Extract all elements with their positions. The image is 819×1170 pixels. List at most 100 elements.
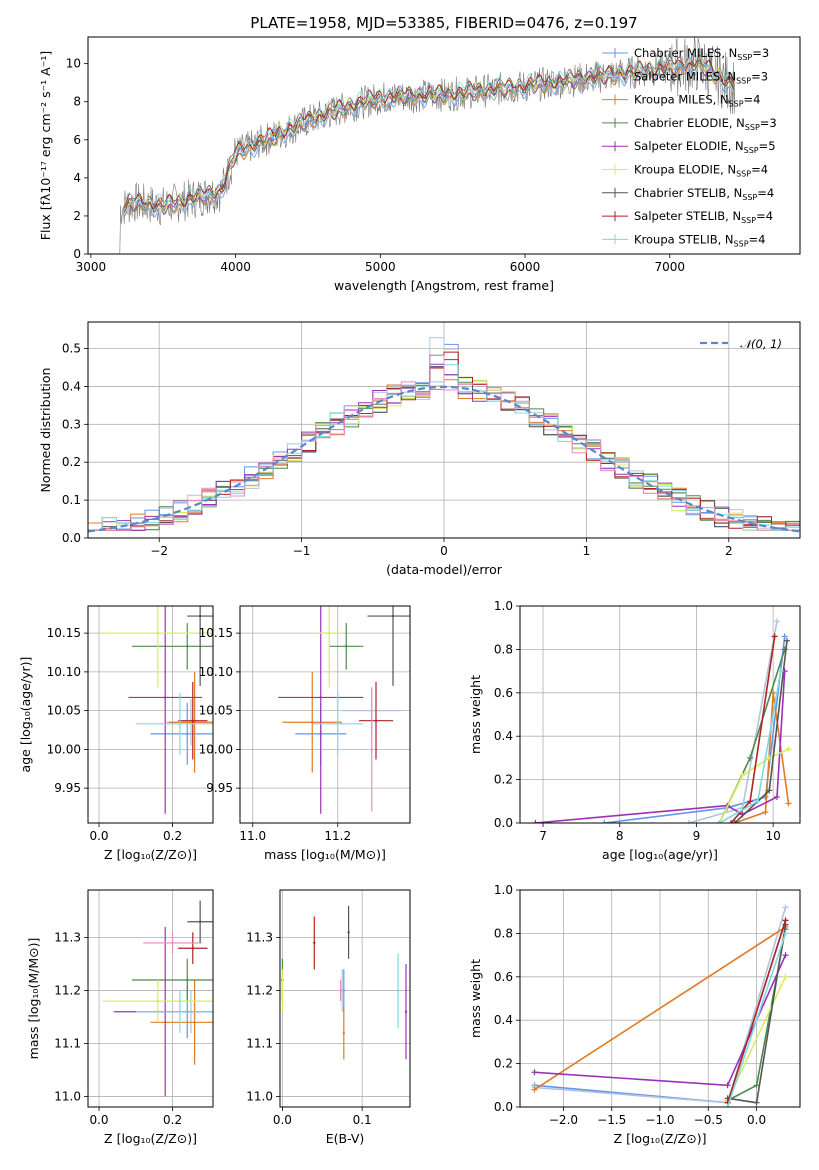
x-tick-label: 10: [766, 829, 781, 843]
legend-entry: Kroupa MILES, NSSP=4: [634, 93, 760, 109]
weight-marker: [531, 1069, 538, 1076]
weight-marker: [724, 1082, 731, 1089]
axes-frame: [239, 605, 411, 824]
data-point: [328, 631, 331, 635]
x-tick-label: 7000: [654, 260, 685, 274]
y-tick-label: 0.6: [494, 686, 513, 700]
x-tick-label: 9: [693, 829, 701, 843]
y-tick-label: 11.2: [246, 984, 273, 998]
x-tick-label: 11.0: [239, 829, 266, 843]
y-tick-label: 9.95: [206, 781, 233, 795]
weight-marker: [771, 633, 778, 640]
data-point: [396, 989, 400, 992]
y-tick-label: 0.5: [62, 342, 81, 356]
legend-entry: Salpeter ELODIE, NSSP=5: [634, 139, 776, 155]
data-point: [178, 722, 182, 725]
y-tick-label: 11.3: [246, 931, 273, 945]
x-axis-label: (data-model)/error: [386, 562, 503, 577]
data-point: [156, 631, 160, 635]
weight-marker: [777, 668, 784, 675]
y-tick-label: 2: [73, 209, 81, 223]
weight-line: [604, 636, 786, 823]
y-tick-label: 0: [73, 247, 81, 261]
weight-marker: [762, 809, 769, 816]
y-tick-label: 10.00: [199, 742, 233, 756]
residual-histogram-kroupa-elodie: [88, 349, 800, 531]
y-axis-label: Flux [fλ10⁻¹⁷ erg cm⁻² s⁻¹ A⁻¹]: [38, 51, 53, 240]
weight-line: [730, 636, 776, 823]
weight-marker: [531, 1086, 538, 1093]
x-axis-label: mass [log₁₀(M/M⊙)]: [264, 847, 386, 862]
data-point: [374, 719, 378, 722]
model-spectrum-chabrier-stelib: [123, 56, 735, 213]
y-tick-label: 10.00: [47, 742, 81, 756]
data-point: [347, 931, 350, 934]
data-point: [404, 1010, 408, 1013]
legend-entry: Chabrier STELIB, NSSP=4: [634, 186, 774, 202]
y-tick-label: 10.10: [47, 665, 81, 679]
panel-weight_vs_Z: −2.0 −1.5 −1.0 −0.5 0.0 0.0 0.2 0.4 0.6 0.8 1.0 Z […: [468, 883, 801, 1146]
y-tick-label: 11.2: [54, 984, 81, 998]
y-tick-label: 0.2: [494, 1057, 513, 1071]
y-tick-label: 0.2: [494, 773, 513, 787]
data-point: [313, 941, 316, 945]
weight-line: [534, 926, 786, 1091]
y-tick-label: 0.1: [62, 493, 81, 507]
axes-frame: [87, 36, 801, 255]
x-tick-label: 5000: [365, 260, 396, 274]
y-tick-label: 0.0: [494, 816, 513, 830]
data-point: [336, 722, 339, 725]
panel-weight_vs_age: 7 8 9 10 0.0 0.2 0.4 0.6 0.8 1.0 age [log₁₀(age/yr…: [468, 599, 801, 862]
y-tick-label: 11.0: [54, 1089, 81, 1103]
y-tick-label: 0.8: [494, 642, 513, 656]
x-tick-label: 0.2: [163, 829, 182, 843]
plot-area: [531, 904, 789, 1107]
plot-area: [88, 337, 800, 533]
weight-marker: [785, 800, 792, 807]
y-tick-label: 11.3: [54, 931, 81, 945]
weight-line: [734, 692, 790, 823]
weight-marker: [685, 820, 692, 823]
y-tick-label: 0.4: [62, 379, 81, 393]
weight-line: [535, 671, 786, 823]
x-tick-label: 0.2: [163, 1113, 182, 1127]
y-tick-label: 11.1: [246, 1036, 273, 1050]
legend-entry: Salpeter MILES, NSSP=3: [634, 69, 768, 85]
legend-entry: Kroupa STELIB, NSSP=4: [634, 232, 765, 248]
data-point: [178, 1010, 182, 1013]
weight-marker: [753, 1099, 760, 1106]
data-point: [281, 989, 284, 992]
weight-line: [726, 920, 787, 1103]
x-tick-label: 0.0: [273, 1113, 292, 1127]
y-tick-label: 0.2: [62, 455, 81, 469]
x-tick-label: 3000: [76, 260, 107, 274]
plot-area: [99, 606, 213, 814]
y-axis-label: age [log₁₀(age/yr)]: [18, 657, 33, 773]
weight-marker: [773, 793, 780, 800]
plot-area: [281, 905, 408, 1060]
y-tick-label: 11.1: [54, 1036, 81, 1050]
y-tick-label: 0.0: [62, 531, 81, 545]
model-spectrum-salpeter-stelib: [123, 54, 735, 210]
figure-title: PLATE=1958, MJD=53385, FIBERID=0476, z=0…: [250, 14, 637, 32]
weight-marker: [766, 787, 773, 794]
legend-entry: Chabrier MILES, NSSP=3: [634, 46, 769, 62]
x-tick-label: 0.0: [89, 1113, 108, 1127]
data-point: [156, 999, 160, 1003]
panel-age_vs_mass: 11.0 11.2 9.95 10.00 10.05 10.10 10.15 mass [lo…: [199, 605, 411, 862]
legend: Chabrier MILES, NSSP=3 Salpeter MILES, NS…: [602, 46, 777, 248]
y-axis-label: Normed distribution: [38, 368, 53, 493]
y-tick-label: 0.4: [494, 729, 513, 743]
x-tick-label: 0.1: [353, 1113, 372, 1127]
y-tick-label: 8: [73, 95, 81, 109]
residual-histogram-salpeter-elodie: [88, 363, 800, 531]
x-tick-label: −1.0: [645, 1113, 674, 1127]
panel-mass_vs_Z: 0.0 0.2 11.0 11.1 11.2 11.3 Z [log₁₀(Z/Z⊙)] mas…: [26, 889, 214, 1146]
axes-frame: [87, 889, 214, 1108]
weight-marker: [773, 618, 780, 625]
data-point: [370, 748, 373, 751]
weight-marker: [716, 820, 723, 823]
weight-marker: [724, 1104, 731, 1107]
y-tick-label: 4: [73, 171, 81, 185]
